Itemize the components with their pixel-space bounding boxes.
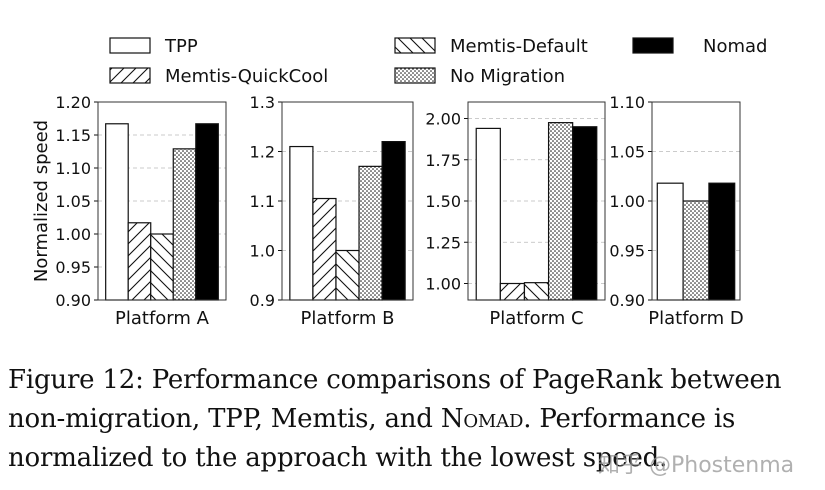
y-tick-label: 1.00	[425, 275, 461, 294]
y-tick-label: 0.9	[250, 291, 275, 310]
bar-memtis-quickcool	[127, 222, 152, 301]
bar-memtis-quickcool	[499, 282, 526, 301]
legend-label-0: TPP	[164, 36, 198, 57]
y-tick-label: 1.00	[609, 192, 645, 211]
y-tick-label: 1.0	[250, 242, 275, 261]
y-tick-label: 1.10	[55, 159, 91, 178]
bar-tpp	[105, 123, 129, 301]
chart-svg: TPP Memtis-Default Nomad Memtis-QuickCool No…	[31, 36, 767, 329]
y-tick-label: 2.00	[425, 110, 461, 129]
legend-swatch-3	[109, 67, 151, 84]
legend-label-3: Memtis-QuickCool	[165, 66, 328, 87]
axes-frame	[651, 101, 741, 301]
legend-label-1: Memtis-Default	[450, 36, 588, 57]
caption-line-2c: . Performance is	[523, 404, 736, 434]
bar-memtis-default	[523, 282, 550, 301]
y-tick-label: 1.25	[425, 233, 461, 252]
y-tick-label: 0.95	[609, 242, 645, 261]
y-tick-label: 1.10	[609, 93, 645, 112]
bar-no-migration	[172, 148, 197, 301]
y-tick-label: 1.3	[250, 93, 275, 112]
caption-line-3: normalized to the approach with the lowe…	[8, 443, 668, 473]
bar-tpp	[289, 145, 314, 301]
axes-frame	[467, 101, 606, 301]
y-tick-label: 1.50	[425, 192, 461, 211]
y-tick-label: 1.05	[55, 192, 91, 211]
bar-tpp	[656, 182, 684, 301]
y-tick-label: 0.95	[55, 258, 91, 277]
y-tick-label: 1.2	[250, 143, 275, 162]
legend-swatch-1	[394, 37, 436, 54]
legend-swatch-0	[109, 37, 151, 54]
y-tick-label: 1.20	[55, 93, 91, 112]
x-axis-label: Platform A	[115, 308, 210, 329]
bar-nomad	[572, 126, 598, 301]
y-tick-label: 1.05	[609, 143, 645, 162]
bar-nomad	[381, 141, 406, 301]
x-axis-label: Platform B	[301, 308, 395, 329]
y-tick-label: 1.1	[250, 192, 275, 211]
panel-1: 0.9 1.0 1.1 1.2 1.3 Platform B	[250, 93, 414, 329]
bar-no-migration	[358, 165, 383, 301]
caption-line-2a: non-migration, TPP, Memtis, and	[8, 404, 441, 434]
caption-line-1: Figure 12: Performance comparisons of Pa…	[8, 365, 782, 395]
axes-frame	[97, 101, 227, 301]
watermark: 知乎 @Phostenma	[598, 453, 795, 478]
legend-swatch-4	[394, 67, 436, 84]
bar-no-migration	[547, 122, 574, 301]
bar-memtis-default	[335, 249, 360, 301]
axes-frame	[281, 101, 414, 301]
x-axis-label: Platform C	[489, 308, 583, 329]
legend: TPP Memtis-Default Nomad Memtis-QuickCool No…	[109, 36, 767, 87]
y-tick-label: 0.90	[55, 291, 91, 310]
bar-no-migration	[682, 200, 710, 301]
y-axis-label: Normalized speed	[31, 120, 52, 282]
panel-3: 0.90 0.95 1.00 1.05 1.10 Platform D	[609, 93, 743, 329]
legend-swatch-2	[632, 37, 674, 54]
caption-line-2: non-migration, TPP, Memtis, and Nomad. P…	[8, 404, 735, 434]
caption-nomad: Nomad	[440, 404, 524, 434]
bar-memtis-quickcool	[312, 197, 337, 301]
x-axis-label: Platform D	[648, 308, 744, 329]
y-tick-label: 1.75	[425, 151, 461, 170]
y-tick-label: 1.15	[55, 126, 91, 145]
bar-tpp	[475, 127, 501, 301]
legend-label-2: Nomad	[703, 36, 767, 57]
y-tick-label: 0.90	[609, 291, 645, 310]
legend-label-4: No Migration	[450, 66, 565, 87]
bar-memtis-default	[150, 233, 174, 301]
panel-0: 0.90 0.95 1.00 1.05 1.10 1.15 1.20 Platform A	[55, 93, 227, 329]
bar-nomad	[195, 123, 219, 301]
bar-nomad	[708, 182, 736, 301]
panel-2: 1.00 1.25 1.50 1.75 2.00 Platform C	[425, 101, 606, 329]
y-tick-label: 1.00	[55, 225, 91, 244]
